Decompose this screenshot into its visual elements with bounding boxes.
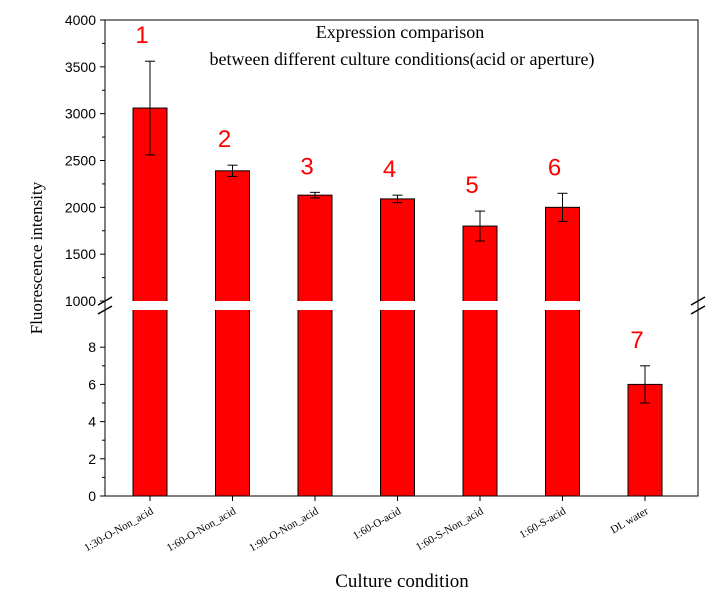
- bar: [215, 170, 250, 497]
- x-tick-label: DL water: [609, 505, 651, 536]
- bar-number-label: 4: [383, 156, 396, 183]
- x-tick-label: 1:30-O-Non_acid: [82, 505, 156, 554]
- bar-number-label: 2: [218, 126, 231, 153]
- x-ticks-group: 1:30-O-Non_acid 1:60-O-Non_acid 1:90-O-Non…: [82, 496, 651, 554]
- bar: [380, 198, 415, 497]
- y-tick-label: 6: [88, 376, 96, 392]
- error-bars-group: [145, 60, 650, 404]
- y-tick-label: 3500: [65, 59, 96, 75]
- bar-number-label: 5: [465, 172, 478, 199]
- y-tick-label: 2500: [65, 153, 96, 169]
- bar-number-label: 3: [300, 153, 313, 180]
- y-tick-label: 2: [88, 451, 96, 467]
- bar-number-label: 1: [135, 22, 148, 49]
- y-tick-label: 1500: [65, 246, 96, 262]
- axis-break-gap: [103, 301, 700, 310]
- y-tick-label: 0: [88, 488, 96, 504]
- y-tick-label: 3000: [65, 106, 96, 122]
- y-tick-label: 2000: [65, 199, 96, 215]
- y-tick-label: 4000: [65, 12, 96, 28]
- plot-frame: [104, 19, 699, 497]
- y-tick-label: 4: [88, 414, 96, 430]
- bar: [462, 225, 498, 497]
- x-axis-label: Culture condition: [335, 571, 469, 592]
- y-tick-label: 1000: [65, 293, 96, 309]
- y-ticks-group: 1000 1500 2000 2500 3000 3500 4000 0 2 4 6 8: [65, 12, 105, 504]
- x-tick-label: 1:90-O-Non_acid: [247, 505, 321, 554]
- bar-number-label: 6: [548, 154, 561, 181]
- bar: [297, 194, 333, 497]
- y-axis-label: Fluorescence intensity: [27, 181, 46, 334]
- y-tick-label: 8: [88, 339, 96, 355]
- x-tick-label: 1:60-O-Non_acid: [165, 505, 239, 554]
- bar-number-label: 7: [630, 327, 643, 354]
- chart-title-line-2: between different culture conditions(aci…: [210, 49, 595, 70]
- bars-group: [132, 107, 663, 497]
- x-tick-label: 1:60-S-Non_acid: [414, 505, 486, 554]
- bar-labels-group: 1 2 3 4 5 6 7: [135, 22, 643, 354]
- chart-title-line-1: Expression comparison: [316, 22, 484, 42]
- x-tick-label: 1:60-S-acid: [518, 505, 569, 541]
- bar: [545, 206, 580, 497]
- x-tick-label: 1:60-O-acid: [351, 505, 403, 542]
